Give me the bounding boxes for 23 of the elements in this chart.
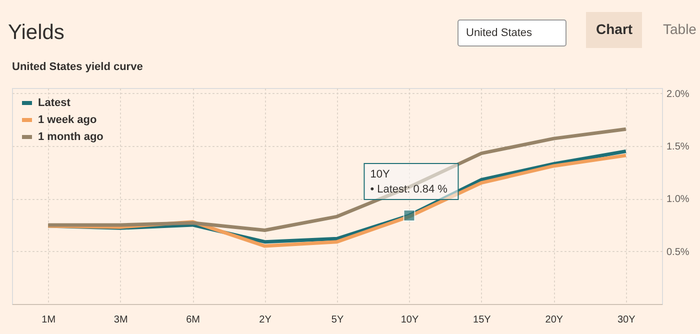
legend-label: 1 month ago [38,131,104,143]
text: Chart [596,21,633,37]
text: United States [466,27,533,39]
legend-label: Latest [38,97,71,109]
x-tick-label: 5Y [331,314,344,326]
legend-label: 1 week ago [38,114,97,126]
y-tick-label: 1.0% [666,194,690,206]
x-tick-label: 1M [42,314,56,326]
x-tick-label: 3M [114,314,128,326]
y-tick-label: 0.5% [666,246,690,258]
chart-title: Yields [8,21,64,44]
x-tick-label: 6M [186,314,200,326]
chart-subtitle: United States yield curve [12,61,143,73]
annotation: 10Y • Latest: 0.84 % [370,168,448,196]
x-tick-label: 10Y [400,314,419,326]
x-tick-label: 15Y [473,314,492,326]
x-tick-label: 2Y [259,314,272,326]
y-tick-label: 1.5% [666,141,690,152]
text: Table [663,21,697,37]
y-tick-label: 2.0% [666,88,690,100]
x-tick-label: 30Y [617,314,636,326]
line-series [46,127,628,232]
x-tick-label: 20Y [545,314,564,326]
